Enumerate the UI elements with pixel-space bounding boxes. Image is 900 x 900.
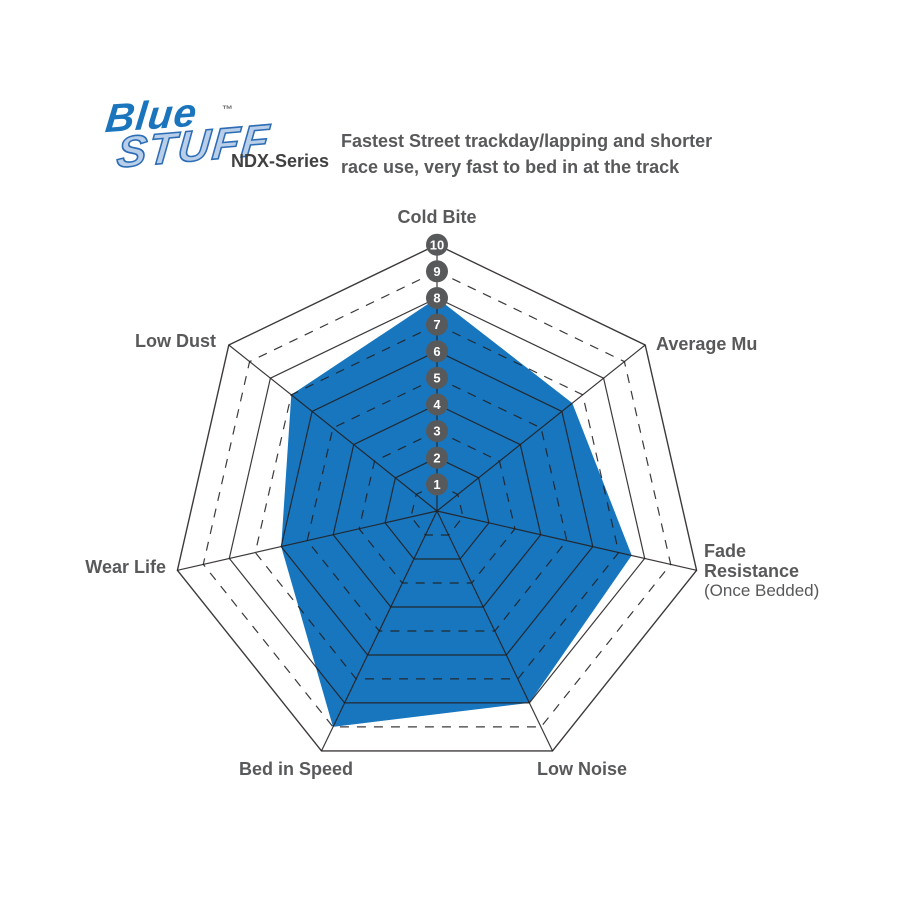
axis-spoke-6 [228,344,438,512]
scale-badge-3 [426,420,448,443]
scale-badge-4 [426,393,448,416]
data-polygon [281,298,632,727]
grid-ring-8 [228,297,646,704]
scale-badge-6 [426,340,448,363]
axis-spoke-4 [320,510,438,752]
scale-badge-5 [426,366,448,389]
product-description: Fastest Street trackday/lapping and shor… [341,128,741,180]
scale-badge-number: 3 [433,424,440,439]
axis-spoke-2 [436,510,697,571]
axis-label-bed-in-speed: Bed in Speed [238,759,354,779]
grid-ring-3 [358,430,516,584]
axis-spoke-5 [177,510,438,571]
scale-badge-1 [426,473,448,496]
scale-badge-number: 10 [430,237,444,252]
axis-label-low-noise: Low Noise [536,759,628,779]
scale-badge-number: 7 [433,317,440,332]
scale-badge-number: 5 [433,371,440,386]
axis-label-average-mu: Average Mu [656,334,758,354]
fade-label-line-1: Fade [704,541,747,561]
grid-ring-2 [384,457,490,560]
axis-label-wear-life: Wear Life [85,557,166,577]
scale-badge-10 [426,233,448,256]
axis-label-low-dust: Low Dust [135,331,216,351]
fade-label-line-2: Resistance [704,561,800,581]
grid-ring-9 [202,270,672,728]
scale-badge-9 [426,260,448,283]
bluestuff-logo: Blue ™ STUFF [96,91,273,192]
scale-badge-number: 2 [433,450,440,465]
grid-ring-10 [176,243,698,752]
scale-badge-number: 6 [433,344,440,359]
axis-spoke-3 [436,510,554,752]
series-name: NDX-Series [231,151,330,171]
description-line-1: Fastest Street trackday/lapping and shor… [341,131,713,151]
fade-label-line-3: (Once Bedded) [704,581,820,600]
scale-badge-number: 9 [433,264,440,279]
scale-badge-number: 8 [433,291,440,306]
grid-ring-4 [332,403,542,608]
axis-label-fade-resistance: Fade Resistance (Once Bedded) [704,541,819,601]
grid-ring-7 [254,323,620,680]
scale-badge-number: 1 [433,477,440,492]
scale-badge-number: 4 [433,397,441,412]
grid-ring-6 [280,350,594,656]
scale-badge-7 [426,313,448,336]
scale-badge-8 [426,287,448,309]
scale-badge-2 [426,446,448,469]
axis-label-cold-bite: Cold Bite [397,207,477,227]
axis-spoke-1 [436,344,646,512]
description-line-2: race use, very fast to bed in at the tra… [341,157,680,177]
trademark-symbol: ™ [222,104,233,116]
